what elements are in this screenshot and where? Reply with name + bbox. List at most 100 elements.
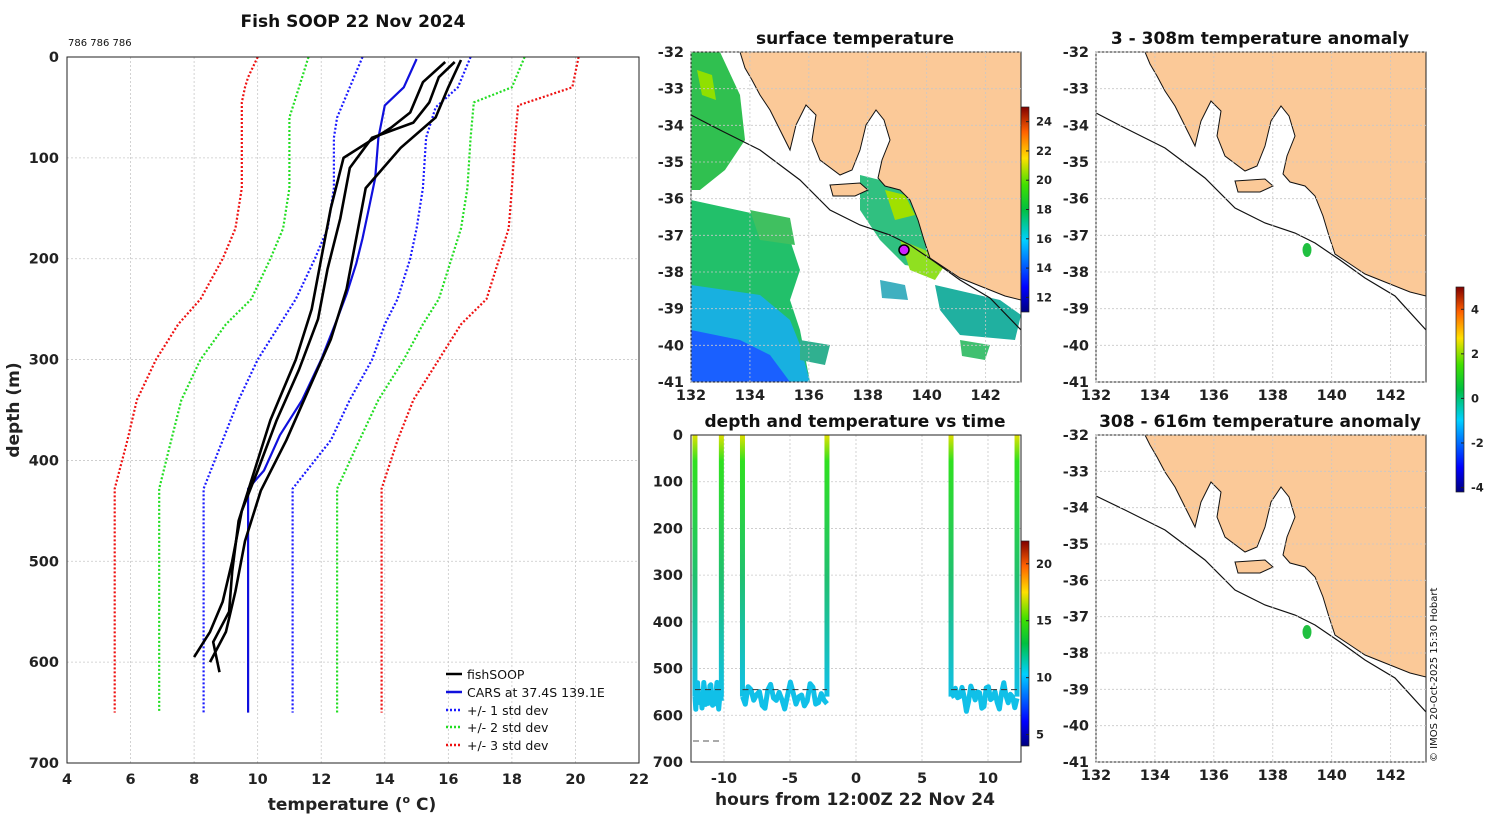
map-y-tick: -41 — [1063, 755, 1089, 771]
map-y-tick: -34 — [1063, 118, 1089, 134]
anom2-title: 308 - 616m temperature anomaly — [1099, 412, 1421, 432]
map-y-tick: -40 — [658, 338, 684, 354]
time-x-tick: 10 — [978, 771, 998, 787]
map-y-tick: -41 — [1063, 375, 1089, 391]
series-line--3-std-dev-upper- — [380, 57, 580, 713]
map-y-tick: -35 — [658, 155, 684, 171]
anom1-ticks: 132 134 136 138 140 142 -32 -33 -34 -35 -36 -37 -38 -… — [1063, 45, 1426, 404]
map-y-tick: -36 — [1063, 192, 1089, 208]
map-x-tick: 134 — [1140, 768, 1170, 784]
y-tick-label: 200 — [29, 252, 59, 268]
map-y-tick: -39 — [658, 302, 684, 318]
colorbar-tick-label: 2 — [1471, 347, 1479, 361]
time-y-tick: 0 — [673, 428, 683, 444]
map-y-tick: -38 — [658, 265, 684, 281]
time-y-tick: 200 — [653, 521, 683, 537]
anom1-title: 3 - 308m temperature anomaly — [1111, 29, 1409, 49]
map-x-tick: 140 — [912, 388, 942, 404]
x-tick-label: 20 — [565, 772, 585, 788]
colorbar-tick-label: 15 — [1036, 614, 1052, 628]
map-y-tick: -39 — [1063, 682, 1089, 698]
anom-colorbar — [1455, 286, 1465, 493]
anom-colorbar-ticks: 4 2 0 -2 -4 — [1461, 302, 1484, 495]
map-x-tick: 136 — [1199, 388, 1229, 404]
legend-sd1: +/- 1 std dev — [467, 703, 549, 718]
cast-ascent — [1014, 435, 1020, 697]
anom2-map-panel: 308 - 616m temperature anomaly 132 134 136… — [1063, 286, 1484, 784]
profile-ylabel: depth (m) — [4, 362, 24, 457]
map-x-tick: 142 — [1376, 768, 1406, 784]
cast-descent — [692, 435, 698, 697]
sst-coverage — [691, 52, 1021, 382]
cast-ascent — [824, 435, 830, 697]
map-y-tick: -33 — [658, 82, 684, 98]
anom2-ticks: 132 134 136 138 140 142 -32 -33 -34 -35 -36 -37 -38 -… — [1063, 428, 1426, 784]
anom1-cast-point — [1302, 243, 1312, 257]
map-x-tick: 132 — [676, 388, 706, 404]
map-y-tick: -38 — [1063, 265, 1089, 281]
series-line--3-std-dev — [113, 57, 259, 713]
anom2-shelf — [1096, 495, 1426, 713]
colorbar-tick-label: 14 — [1036, 261, 1052, 275]
y-tick-label: 300 — [29, 353, 59, 369]
map-y-tick: -33 — [1063, 464, 1089, 480]
sst-map-panel: surface temperature — [658, 29, 1052, 404]
map-x-tick: 136 — [1199, 768, 1229, 784]
series-line--2-std-dev-upper- — [336, 57, 526, 713]
time-colorbar-ticks: 20 15 10 5 — [1026, 557, 1052, 742]
series-line--1-std-dev-upper- — [291, 57, 472, 713]
legend-sd2: +/- 2 std dev — [467, 720, 549, 735]
map-x-tick: 138 — [1258, 388, 1288, 404]
map-y-tick: -35 — [1063, 537, 1089, 553]
map-x-tick: 140 — [1317, 388, 1347, 404]
map-x-tick: 136 — [794, 388, 824, 404]
profile-frame — [66, 56, 640, 764]
time-panel: depth and temperature vs time -10 -5 0 5 100… — [653, 412, 1052, 810]
colorbar-tick-label: 20 — [1036, 557, 1052, 571]
sst-island — [829, 182, 869, 197]
colorbar-tick-label: 18 — [1036, 203, 1052, 217]
y-tick-label: 100 — [29, 151, 59, 167]
anom1-map-panel: 3 - 308m temperature anomaly 132 134 136 13… — [1063, 29, 1427, 404]
time-xlabel: hours from 12:00Z 22 Nov 24 — [715, 790, 995, 810]
cast-ascent — [718, 435, 724, 697]
map-y-tick: -39 — [1063, 302, 1089, 318]
time-y-tick: 300 — [653, 568, 683, 584]
map-y-tick: -36 — [1063, 573, 1089, 589]
sst-shelf — [691, 114, 1021, 331]
time-x-tick: 0 — [851, 771, 861, 787]
x-tick-label: 22 — [629, 772, 649, 788]
cast-ids: 786 786 786 — [68, 38, 132, 49]
profile-ticks: 4 6 8 10 12 14 16 18 20 22 0 100 200 300 400 500 600 700 — [29, 50, 649, 788]
legend-fish: fishSOOP — [467, 667, 525, 682]
anom2-cast-point — [1302, 625, 1312, 639]
time-x-tick: -5 — [782, 771, 798, 787]
profile-title: Fish SOOP 22 Nov 2024 — [241, 12, 466, 32]
anom2-land — [1144, 435, 1426, 678]
series-line-fishsoop-cast-2 — [211, 61, 447, 673]
time-y-tick: 500 — [653, 662, 683, 678]
colorbar-tick-label: 5 — [1036, 728, 1044, 742]
anom1-land — [1144, 52, 1426, 297]
map-y-tick: -40 — [1063, 338, 1089, 354]
map-x-tick: 132 — [1081, 768, 1111, 784]
profile-xlabel: temperature (o C) — [268, 793, 437, 815]
time-title: depth and temperature vs time — [705, 412, 1006, 432]
map-y-tick: -32 — [1063, 45, 1089, 61]
map-x-tick: 140 — [1317, 768, 1347, 784]
profile-panel: Fish SOOP 22 Nov 2024 786 786 786 4 6 8 10 1… — [4, 12, 649, 815]
series-line-fishsoop-cast-3 — [208, 59, 463, 663]
time-y-tick: 700 — [653, 755, 683, 771]
colorbar-tick-label: 12 — [1036, 290, 1052, 304]
y-tick-label: 400 — [29, 453, 59, 469]
profile-lines — [113, 57, 580, 713]
x-tick-label: 12 — [311, 772, 331, 788]
series-line--1-std-dev — [202, 57, 364, 713]
cast-descent — [739, 435, 745, 697]
y-tick-label: 500 — [29, 554, 59, 570]
map-y-tick: -37 — [1063, 610, 1089, 626]
colorbar-tick-label: 10 — [1036, 671, 1052, 685]
colorbar-tick-label: -2 — [1471, 436, 1484, 450]
map-y-tick: -32 — [1063, 428, 1089, 444]
colorbar-tick-label: 20 — [1036, 173, 1052, 187]
